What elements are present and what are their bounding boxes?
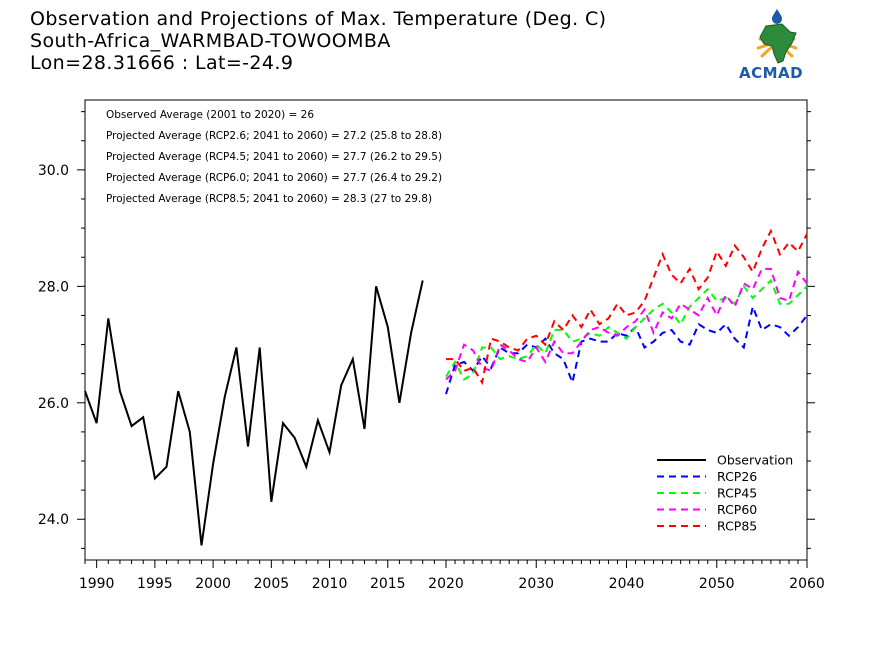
chart-title: Observation and Projections of Max. Temp…	[30, 8, 607, 30]
axis-ticks: 1990 1995 2000 2005 2010 2015 2020 2030 2040 2050…	[38, 111, 825, 592]
x-tick-label: 2005	[254, 576, 290, 592]
x-tick-label: 1990	[79, 576, 115, 592]
logo-text: ACMAD	[739, 64, 804, 82]
series-line-rcp26	[445, 303, 808, 395]
annotation-line: Projected Average (RCP6.0; 2041 to 2060)…	[106, 172, 442, 184]
series-line-rcp85	[446, 228, 808, 386]
annotations: Observed Average (2001 to 2020) = 26 Proj…	[106, 109, 442, 205]
y-tick-label: 24.0	[38, 512, 69, 528]
y-tick-label: 30.0	[38, 163, 69, 179]
x-tick-label: 2030	[518, 576, 554, 592]
title-block: Observation and Projections of Max. Temp…	[30, 8, 606, 74]
y-tick-label: 28.0	[38, 279, 69, 295]
x-tick-label: 2015	[370, 576, 406, 592]
water-drop-icon	[772, 9, 782, 24]
x-tick-label: 2060	[789, 576, 825, 592]
africa-shape	[759, 23, 797, 64]
x-tick-label: 1995	[137, 576, 173, 592]
x-tick-label: 2040	[609, 576, 645, 592]
legend-label: RCP26	[717, 469, 757, 484]
series-line-observation	[84, 280, 424, 546]
station-name: South-Africa_WARMBAD-TOWOOMBA	[30, 30, 391, 52]
station-coordinates: Lon=28.31666 : Lat=-24.9	[30, 52, 294, 74]
annotation-line: Observed Average (2001 to 2020) = 26	[106, 109, 314, 121]
annotation-line: Projected Average (RCP8.5; 2041 to 2060)…	[106, 193, 432, 205]
series-line-rcp60	[445, 267, 808, 381]
y-tick-label: 26.0	[38, 396, 69, 412]
acmad-logo	[756, 9, 798, 64]
x-tick-label: 2020	[428, 576, 464, 592]
legend-label: Observation	[717, 453, 793, 468]
x-tick-label: 2010	[312, 576, 348, 592]
legend-label: RCP60	[717, 502, 757, 517]
plot-frame	[84, 99, 808, 561]
series-layer	[84, 228, 808, 546]
legend-label: RCP45	[717, 486, 757, 501]
annotation-line: Projected Average (RCP2.6; 2041 to 2060)…	[106, 130, 442, 142]
legend-label: RCP85	[717, 519, 757, 534]
series-line-rcp45	[445, 278, 808, 381]
x-tick-label: 2000	[195, 576, 231, 592]
x-tick-label: 2050	[699, 576, 735, 592]
annotation-line: Projected Average (RCP4.5; 2041 to 2060)…	[106, 151, 442, 163]
